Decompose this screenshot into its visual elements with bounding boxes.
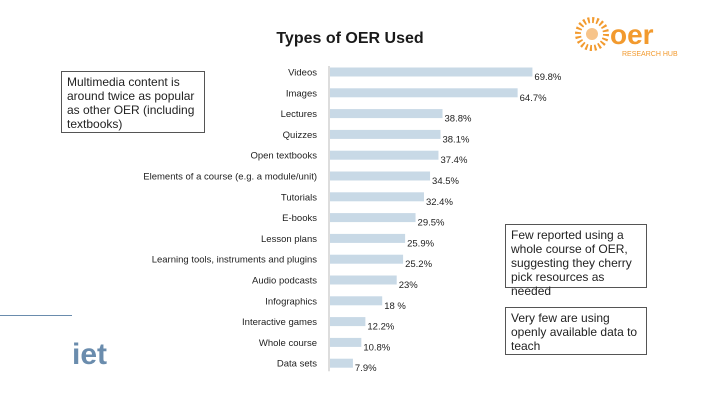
category-label: Learning tools, instruments and plugins — [152, 255, 318, 266]
data-label: 69.8% — [534, 72, 561, 83]
data-label: 18 % — [384, 301, 406, 312]
chart-title: Types of OER Used — [276, 30, 424, 47]
category-label: Data sets — [277, 359, 317, 370]
data-label: 38.1% — [442, 134, 469, 145]
bar — [330, 233, 406, 243]
category-label: Whole course — [259, 338, 317, 349]
category-label: Infographics — [265, 296, 317, 307]
data-label: 37.4% — [440, 155, 467, 166]
data-label: 23% — [399, 280, 419, 291]
sunburst-icon — [575, 17, 609, 51]
category-label: Interactive games — [242, 317, 317, 328]
divider-line — [0, 315, 72, 316]
iet-wordmark: iet — [72, 338, 107, 370]
data-label: 64.7% — [520, 93, 547, 104]
category-label: Quizzes — [283, 130, 318, 141]
data-label: 12.2% — [367, 322, 394, 333]
data-label: 25.2% — [405, 259, 432, 270]
bar — [330, 358, 353, 368]
category-label: Elements of a course (e.g. a module/unit… — [143, 172, 317, 183]
category-label: E-books — [282, 213, 317, 224]
data-label: 38.8% — [445, 114, 472, 125]
bar — [330, 296, 383, 306]
oer-research-hub-logo: oer RESEARCH HUB — [575, 17, 678, 58]
data-label: 34.5% — [432, 176, 459, 187]
category-label: Lectures — [281, 109, 318, 120]
bar — [330, 171, 431, 181]
category-label: Lesson plans — [261, 234, 317, 245]
bar — [330, 192, 424, 202]
iet-logo: iet — [72, 338, 107, 370]
oer-subtitle: RESEARCH HUB — [622, 51, 678, 58]
note-data-sets: Very few are using openly available data… — [505, 307, 647, 355]
bar — [330, 150, 439, 160]
category-label: Open textbooks — [250, 151, 317, 162]
data-label: 32.4% — [426, 197, 453, 208]
bar — [330, 275, 397, 285]
oer-wordmark: oer — [610, 19, 654, 50]
bar — [330, 88, 518, 98]
note-multimedia: Multimedia content is around twice as po… — [61, 71, 205, 133]
category-label: Audio podcasts — [252, 276, 317, 287]
data-label: 25.9% — [407, 238, 434, 249]
data-label: 10.8% — [363, 342, 390, 353]
bar — [330, 109, 443, 119]
data-label: 29.5% — [418, 218, 445, 229]
category-label: Tutorials — [281, 192, 317, 203]
data-label: 7.9% — [355, 363, 377, 374]
note-whole-course: Few reported using a whole course of OER… — [505, 224, 647, 298]
category-label: Images — [286, 88, 317, 99]
bar — [330, 254, 404, 264]
bar — [330, 129, 441, 139]
bar — [330, 67, 533, 77]
bar — [330, 317, 366, 327]
bar — [330, 337, 362, 347]
category-label: Videos — [288, 68, 317, 79]
bar — [330, 213, 416, 223]
